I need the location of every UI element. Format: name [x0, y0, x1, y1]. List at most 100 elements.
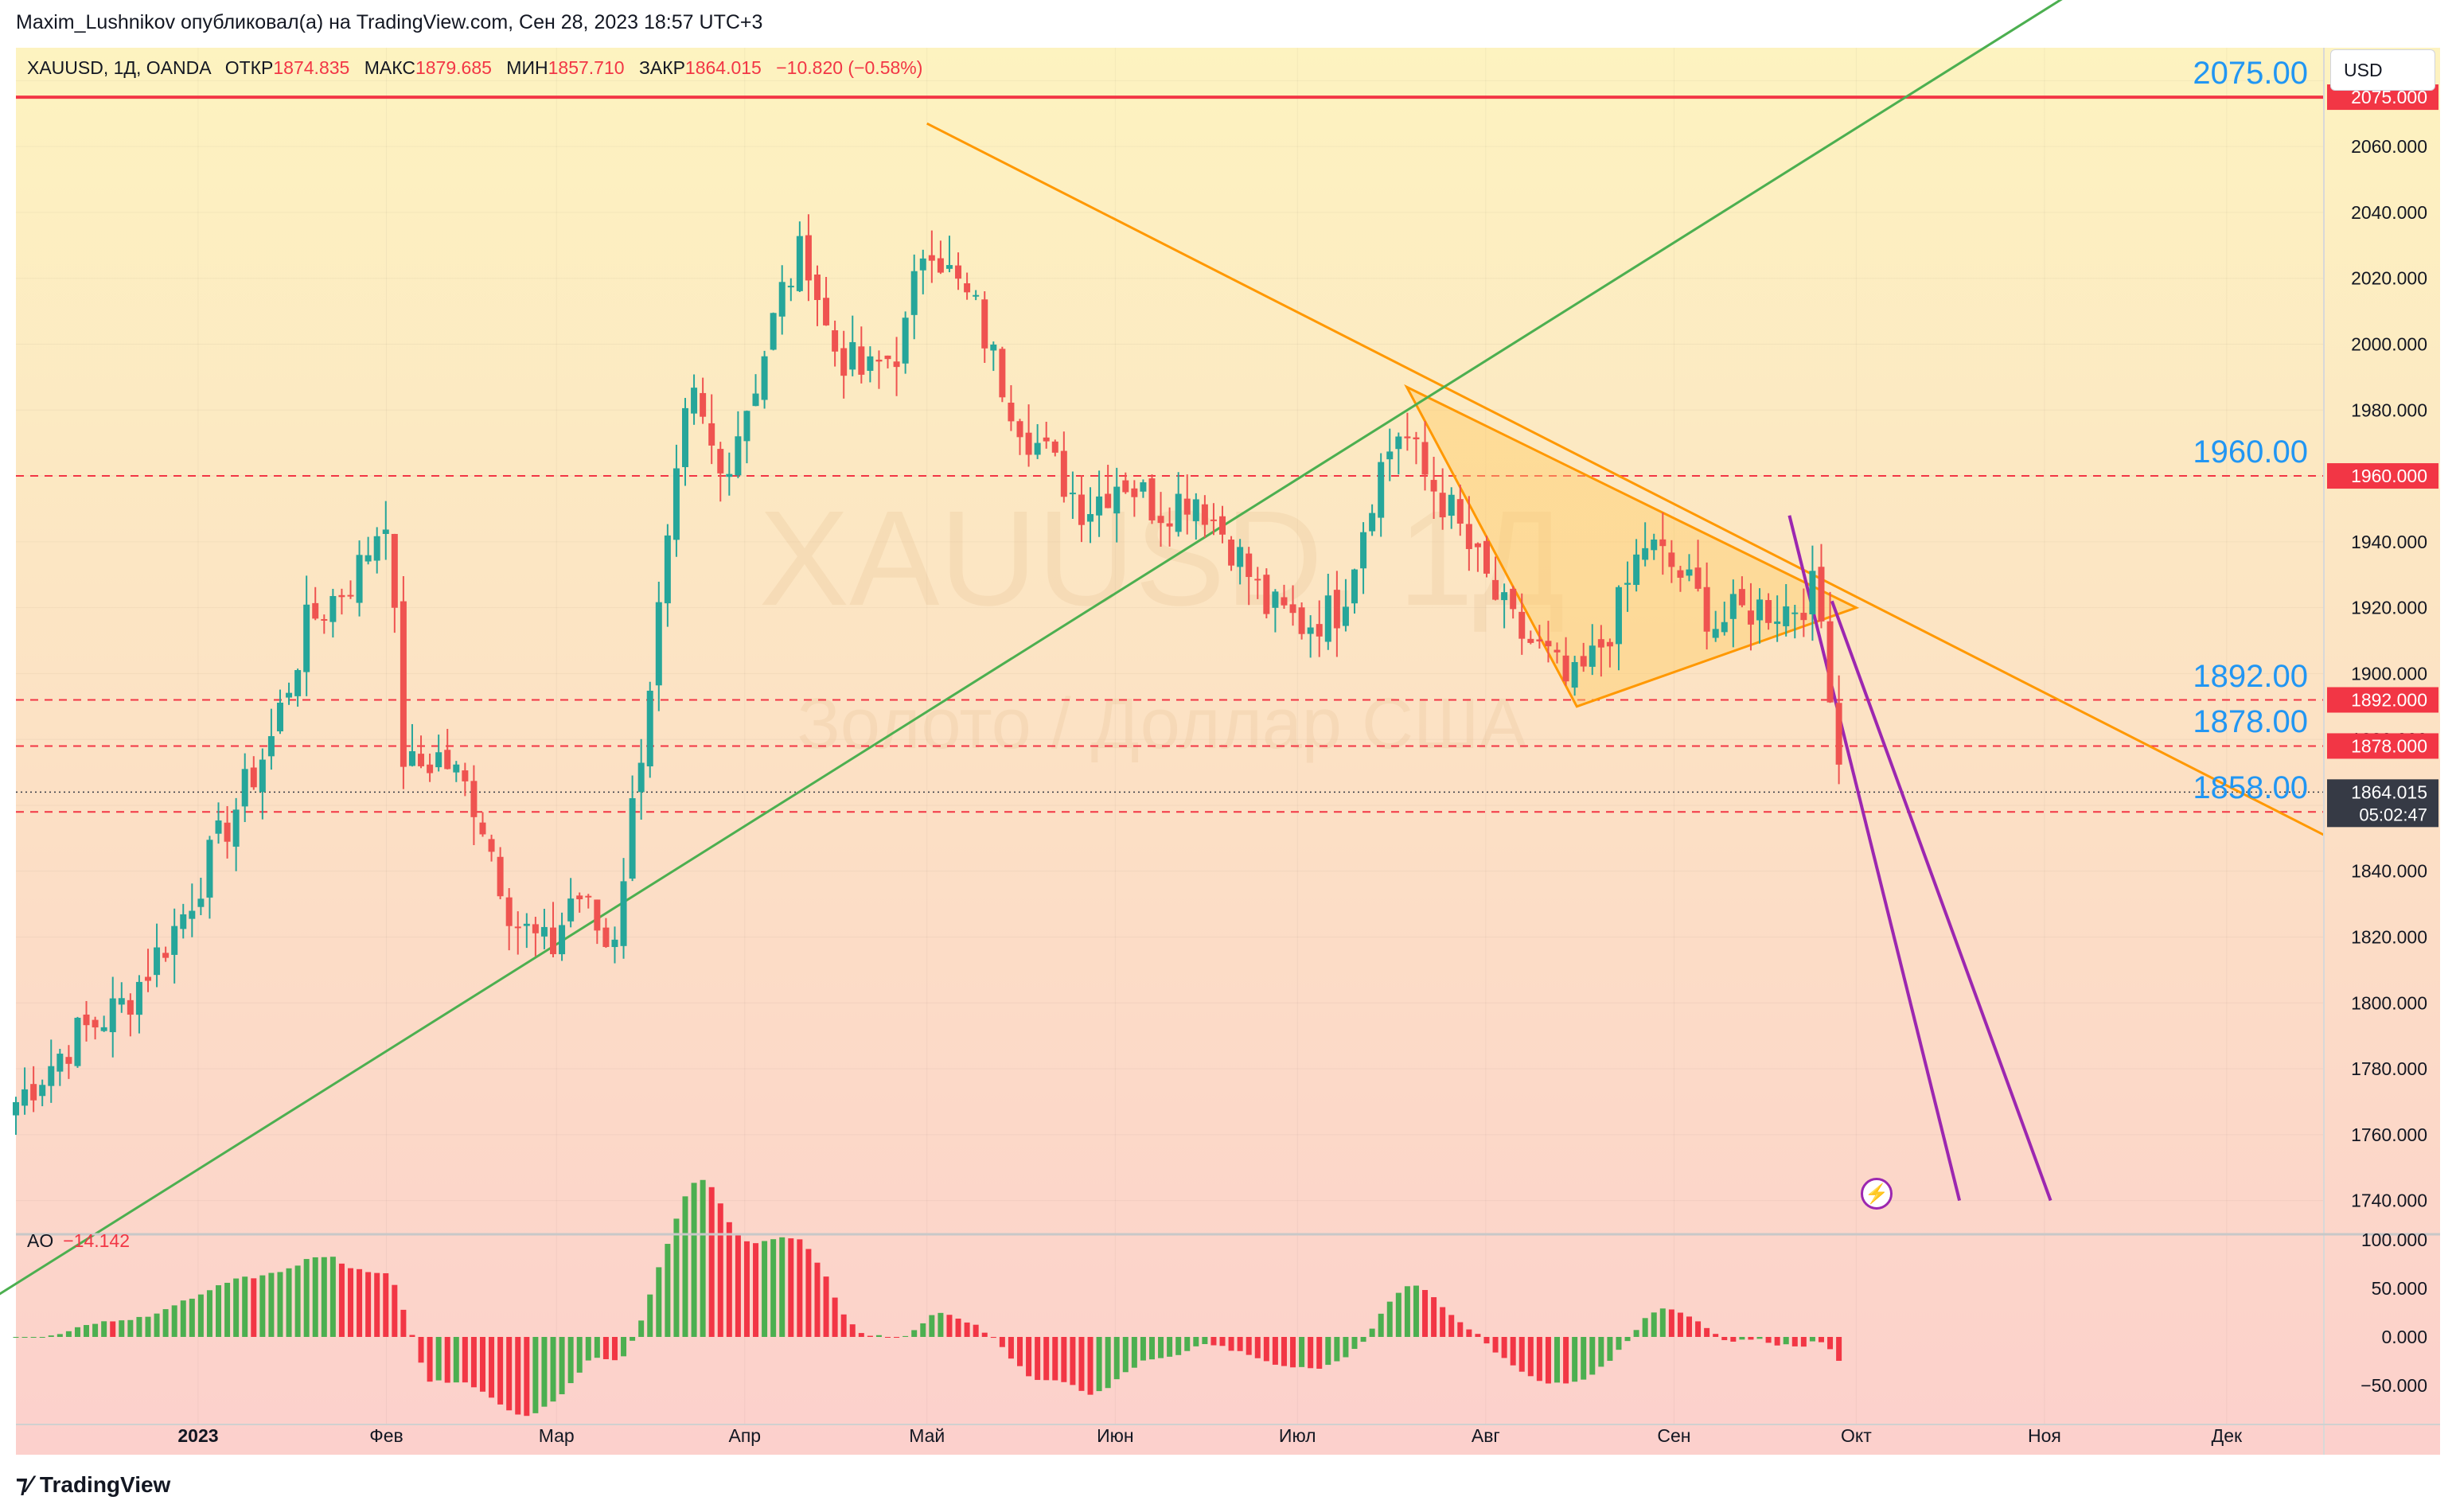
ao-bar	[929, 1315, 935, 1337]
ao-bar	[251, 1278, 257, 1337]
candle-body	[1483, 540, 1490, 574]
candle-body	[1228, 540, 1235, 566]
candle-body	[65, 1057, 72, 1064]
candle-body	[1571, 661, 1578, 688]
ao-bar	[990, 1337, 996, 1339]
price-tick-label: 2020.000	[2351, 268, 2427, 289]
candle-body	[1183, 498, 1191, 515]
candle-body	[1694, 567, 1702, 589]
ao-bar	[1078, 1337, 1085, 1391]
candle-body	[497, 856, 504, 897]
ao-bar	[1668, 1309, 1674, 1337]
candle-body	[1624, 583, 1631, 585]
projection-line	[1787, 515, 1962, 1202]
chart-background	[16, 48, 2440, 1455]
candle-body	[1554, 649, 1561, 653]
currency-button[interactable]: USD	[2330, 49, 2435, 91]
ao-bar	[1818, 1337, 1824, 1342]
ao-bar	[383, 1272, 389, 1337]
candle-body	[1413, 437, 1420, 440]
ao-bar	[1131, 1337, 1137, 1368]
ao-bar	[374, 1272, 380, 1337]
ao-bar	[1096, 1337, 1102, 1392]
candle-body	[1448, 494, 1455, 516]
ao-bar	[1087, 1337, 1094, 1395]
price-tick-label: 1900.000	[2351, 663, 2427, 684]
ao-bar	[84, 1325, 90, 1337]
candle-body	[1246, 553, 1253, 578]
price-level-badge	[2327, 463, 2438, 489]
candle-body	[787, 286, 794, 288]
candle-body	[427, 764, 434, 774]
legend-change: −10.820 (−0.58%)	[776, 57, 923, 78]
ao-bar	[647, 1294, 653, 1337]
candle-body	[682, 407, 688, 468]
ao-bar	[938, 1312, 944, 1337]
candle-body	[100, 1027, 107, 1031]
triangle-pattern	[1404, 384, 1860, 708]
ao-bar	[964, 1322, 970, 1337]
ao-legend: AO −14.142	[27, 1230, 130, 1252]
price-tick-label: 1940.000	[2351, 532, 2427, 552]
candles	[13, 214, 1842, 1136]
ao-bar	[1404, 1286, 1410, 1337]
ao-bar	[717, 1203, 723, 1337]
candle-body	[884, 355, 891, 360]
candle-body	[990, 345, 997, 351]
price-tick-label: 1800.000	[2351, 992, 2427, 1013]
candle-body	[514, 926, 521, 929]
time-tick-label: Сен	[1657, 1425, 1690, 1446]
candle-body	[646, 690, 653, 767]
ao-bar	[1140, 1337, 1146, 1361]
candle-body	[867, 356, 874, 371]
time-tick-label: Апр	[728, 1425, 761, 1446]
legend-open: 1874.835	[273, 57, 350, 78]
ao-bar	[524, 1337, 530, 1417]
ao-bar	[814, 1262, 821, 1337]
candle-body	[1395, 436, 1402, 450]
candle-body	[1351, 569, 1358, 604]
candle-body	[523, 923, 530, 926]
ao-bar	[1483, 1337, 1490, 1344]
ao-bar	[1272, 1337, 1278, 1365]
candle-body	[1060, 450, 1067, 497]
candle-body	[1712, 629, 1719, 638]
candle-body	[1456, 499, 1464, 524]
candle-body	[955, 265, 962, 279]
candle-body	[250, 767, 257, 788]
ao-bar	[1061, 1337, 1067, 1382]
legend-low: 1857.710	[548, 57, 625, 78]
candle-body	[470, 781, 478, 817]
candle-body	[1404, 436, 1411, 438]
candle-body	[241, 769, 248, 807]
candle-body	[1818, 567, 1825, 622]
candle-body	[752, 393, 759, 407]
candle-body	[1729, 594, 1737, 619]
ao-bar	[1466, 1329, 1472, 1337]
ao-bar	[735, 1233, 741, 1337]
resistance-trendline	[926, 122, 2325, 836]
lightning-icon[interactable]: ⚡	[1861, 1178, 1893, 1210]
candle-body	[973, 294, 980, 297]
ao-bar	[1748, 1337, 1754, 1340]
ao-bar	[973, 1324, 979, 1337]
candle-body	[347, 594, 354, 597]
ao-bar	[57, 1334, 63, 1337]
ao-bar	[955, 1318, 961, 1337]
ao-bar	[1263, 1337, 1269, 1362]
ao-bar	[1422, 1290, 1429, 1337]
ao-bar	[338, 1263, 345, 1337]
ao-bar	[453, 1337, 459, 1383]
candle-body	[1527, 638, 1534, 643]
ao-bar	[13, 1337, 19, 1338]
ao-bar	[1334, 1337, 1340, 1362]
ao-bar	[611, 1337, 618, 1361]
ao-bar	[682, 1196, 688, 1337]
candle-body	[691, 388, 698, 414]
candle-body	[735, 436, 742, 476]
candle-body	[505, 897, 513, 926]
trend-drawings	[0, 0, 2325, 1296]
candle-body	[840, 348, 848, 376]
price-level-badge	[2327, 733, 2438, 759]
